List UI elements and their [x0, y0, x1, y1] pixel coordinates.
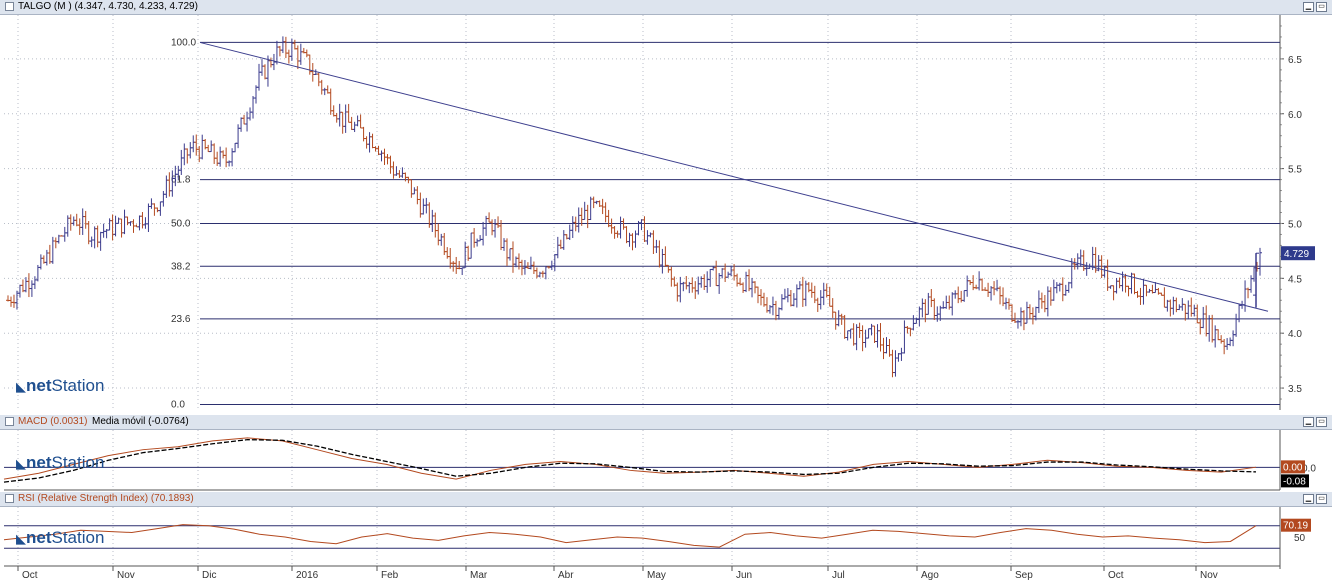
last-price-badge: [1281, 246, 1315, 261]
macd-ma-badge: [1281, 474, 1309, 488]
macd-panel-titlebar: MACD (0.0031) Media móvil (-0.0764) ▁ ▭: [0, 415, 1332, 430]
x-tick-label: Ago: [921, 570, 939, 581]
rsi-background: [0, 507, 1332, 582]
macd-background: [0, 430, 1332, 492]
logo-text-bold: net: [26, 376, 52, 395]
panel-menu-icon[interactable]: [5, 494, 14, 503]
fib-level-label: 61.8: [171, 175, 191, 186]
macd-title: MACD (0.0031): [18, 416, 88, 427]
x-tick-label: Feb: [381, 570, 399, 581]
minimize-icon[interactable]: ▁: [1303, 2, 1314, 12]
x-tick-label: Dic: [202, 570, 216, 581]
rsi-title: RSI (Relative Strength Index) (70.1893): [18, 493, 194, 504]
minimize-icon[interactable]: ▁: [1303, 417, 1314, 427]
fib-level-label: 0.0: [171, 400, 185, 411]
fib-level-label: 38.2: [171, 261, 191, 272]
ohlc-bar: [1258, 247, 1262, 276]
trendline: [199, 41, 1269, 312]
rsi-tick-label: 50: [1294, 533, 1306, 544]
x-tick-label: Nov: [117, 570, 135, 581]
netstation-logo-rsi: ◣netStation: [16, 528, 104, 548]
price-chart[interactable]: 3.5 4.0 4.5 5.0 5.5 6.0 6.5 100.0 61.8 50.0 38.2 23…: [0, 15, 1332, 411]
rsi-line: [3, 524, 1257, 548]
panel-menu-icon[interactable]: [5, 417, 14, 426]
x-tick-label: May: [647, 570, 666, 581]
netstation-logo-macd: ◣netStation: [16, 453, 104, 473]
x-tick-label: Sep: [1015, 570, 1033, 581]
logo-text: Station: [51, 528, 105, 547]
macd-badge-text: 0.00: [1283, 462, 1303, 473]
x-tick-label: Jun: [736, 570, 752, 581]
macd-line: [3, 437, 1257, 480]
macd-chart[interactable]: 0.00.00 -0.08: [0, 430, 1332, 492]
x-tick-label: Mar: [470, 570, 488, 581]
y-tick-label: 3.5: [1288, 384, 1302, 395]
macd-badge: [1281, 460, 1305, 474]
panel-menu-icon[interactable]: [5, 2, 14, 11]
logo-mark-icon: ◣: [16, 379, 26, 394]
logo-text-bold: net: [26, 453, 52, 472]
logo-mark-icon: ◣: [16, 456, 26, 471]
x-tick-label: Nov: [1200, 570, 1218, 581]
macd-ma-badge-text: -0.08: [1283, 476, 1306, 487]
logo-mark-icon: ◣: [16, 531, 26, 546]
y-tick-label: 6.0: [1288, 110, 1302, 121]
logo-text-bold: net: [26, 528, 52, 547]
y-tick-label: 4.0: [1288, 329, 1302, 340]
y-tick-label: 6.5: [1288, 55, 1302, 66]
x-tick-label: Jul: [832, 570, 845, 581]
maximize-icon[interactable]: ▭: [1316, 494, 1327, 504]
x-tick-label: Oct: [22, 570, 38, 581]
fib-level-label: 50.0: [171, 218, 191, 229]
maximize-icon[interactable]: ▭: [1316, 417, 1327, 427]
plot-background: [0, 15, 1332, 411]
y-tick-label: 4.5: [1288, 274, 1302, 285]
main-panel-titlebar: TALGO (M ) (4.347, 4.730, 4.233, 4.729) …: [0, 0, 1332, 15]
maximize-icon[interactable]: ▭: [1316, 2, 1327, 12]
macd-ma-title: Media móvil (-0.0764): [92, 416, 189, 427]
macd-tick-label: 0.0: [1302, 463, 1316, 474]
y-tick-label: 5.0: [1288, 219, 1302, 230]
last-ohlc-bar: [1253, 252, 1259, 308]
macd-signal-line: [3, 439, 1257, 483]
rsi-panel-titlebar: RSI (Relative Strength Index) (70.1893) …: [0, 492, 1332, 507]
x-tick-label: 2016: [296, 570, 319, 581]
y-tick-label: 5.5: [1288, 165, 1302, 176]
fib-level-label: 100.0: [171, 37, 196, 48]
logo-text: Station: [51, 376, 105, 395]
netstation-logo: ◣netStation: [16, 376, 104, 396]
last-price-text: 4.729: [1284, 249, 1309, 260]
minimize-icon[interactable]: ▁: [1303, 494, 1314, 504]
x-tick-label: Oct: [1108, 570, 1124, 581]
rsi-badge-text: 70.19: [1283, 521, 1308, 532]
fib-level-label: 23.6: [171, 314, 191, 325]
main-panel-title: TALGO (M ) (4.347, 4.730, 4.233, 4.729): [18, 1, 198, 12]
logo-text: Station: [51, 453, 105, 472]
x-tick-label: Abr: [558, 570, 574, 581]
rsi-badge: [1281, 518, 1311, 532]
